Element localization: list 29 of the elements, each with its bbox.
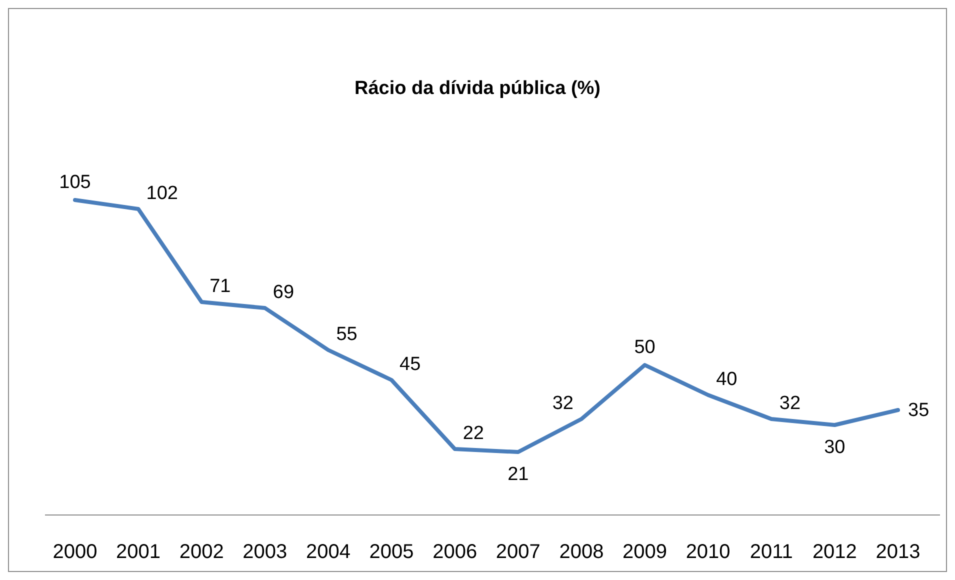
data-label: 55 (336, 324, 358, 345)
x-tick-label: 2010 (686, 541, 730, 563)
x-tick-label: 2009 (622, 541, 668, 563)
x-tick-label: 2006 (432, 541, 478, 563)
x-tick-label: 2001 (116, 541, 161, 563)
x-tick-label: 2012 (812, 541, 857, 563)
data-label: 32 (779, 393, 801, 414)
x-tick-label: 2011 (750, 541, 793, 563)
data-label: 102 (146, 183, 178, 204)
data-label: 69 (272, 282, 294, 303)
x-tick-label: 2000 (52, 541, 98, 563)
data-label: 30 (824, 437, 846, 458)
data-label: 71 (210, 276, 231, 297)
data-label: 35 (908, 400, 930, 421)
data-label: 105 (59, 172, 91, 193)
data-label: 45 (400, 354, 421, 375)
x-tick-label: 2008 (559, 541, 604, 563)
x-tick-label: 2002 (179, 541, 224, 563)
x-tick-label: 2004 (306, 541, 350, 563)
x-tick-label: 2003 (242, 541, 288, 563)
data-label: 21 (508, 464, 529, 485)
x-tick-label: 2013 (876, 541, 920, 563)
data-label: 50 (634, 337, 656, 358)
data-label: 32 (552, 393, 574, 414)
x-tick-label: 2007 (496, 541, 540, 563)
chart-title: Rácio da dívida pública (%) (354, 78, 600, 99)
data-label: 22 (462, 423, 484, 444)
x-tick-label: 2005 (369, 541, 414, 563)
data-label: 40 (716, 369, 738, 390)
